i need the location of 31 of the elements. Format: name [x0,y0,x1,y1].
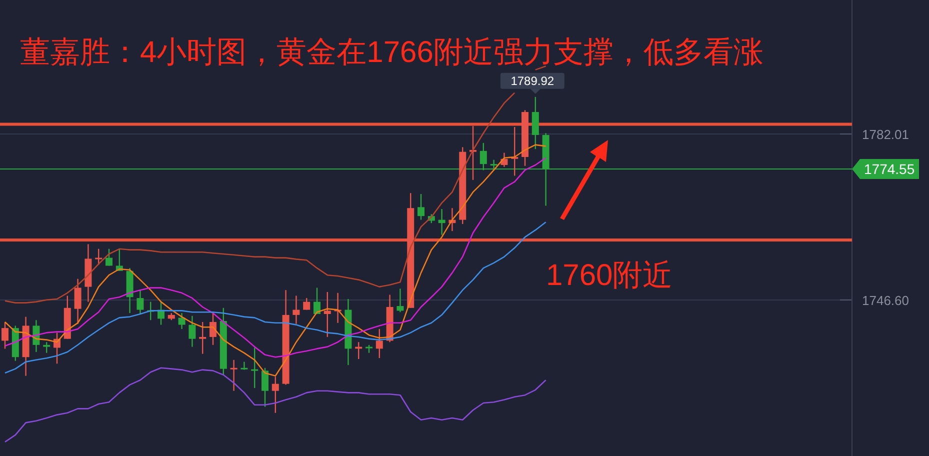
line-series [4,221,546,374]
candlestick [136,289,144,315]
annotation: 1760附近 [546,259,673,292]
candlestick [199,321,206,354]
candlestick [230,359,238,392]
candlestick [376,328,383,359]
candlestick [438,208,446,236]
candlestick [106,248,112,266]
candlestick [178,312,186,330]
y-tick-label: 1746.60 [862,292,909,308]
candlestick [324,291,331,338]
y-tick-label: 1782.01 [862,126,909,142]
high-label: 1789.92 [500,72,564,94]
candlestick [532,96,539,150]
line-series [4,367,546,443]
candlestick [303,297,310,310]
candlestick [292,295,300,324]
ref-line-label: 1774.55 [864,160,915,177]
candlestick [240,361,248,370]
candlestick [188,315,196,348]
candlestick [43,342,50,354]
candlestick [396,288,404,313]
candlestick [418,193,424,220]
candlestick [262,367,268,408]
text: 董嘉胜：4小时图，黄金在1766附近强力支撑，低多看涨 [20,36,764,69]
annotation: 1789.92 [510,74,554,88]
candlestick [74,278,82,324]
candlestick [95,248,102,266]
candlestick [251,347,258,389]
candlestick [2,321,8,350]
candlestick [272,376,279,414]
